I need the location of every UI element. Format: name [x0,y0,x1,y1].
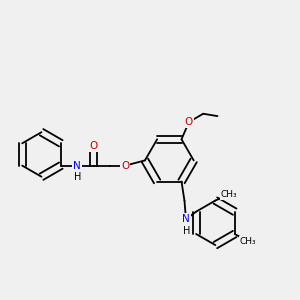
Text: N: N [73,160,81,171]
Text: O: O [185,117,193,127]
Text: N: N [182,214,190,224]
Text: O: O [89,141,98,151]
Text: H: H [74,172,82,182]
Text: CH₃: CH₃ [240,237,256,246]
Text: CH₃: CH₃ [220,190,237,199]
Text: H: H [183,226,190,236]
Text: O: O [121,160,129,171]
